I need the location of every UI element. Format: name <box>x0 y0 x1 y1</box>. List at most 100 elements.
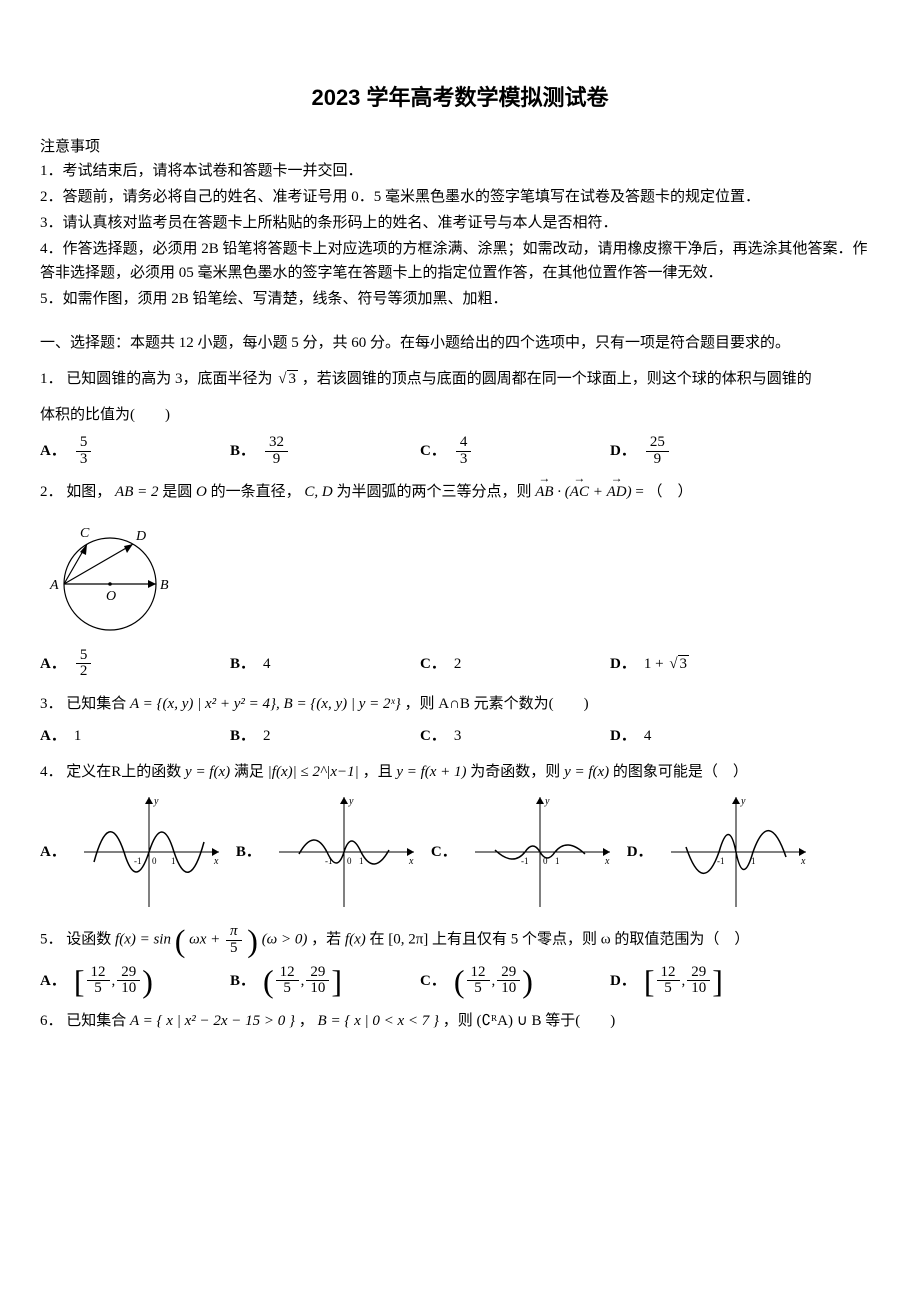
q2-text-d: 为半圆弧的两个三等分点，则 <box>336 484 535 500</box>
page-title: 2023 学年高考数学模拟测试卷 <box>40 80 880 115</box>
q4-text-e: 的图象可能是（ ） <box>613 764 748 780</box>
fraction-icon: 2910 <box>117 965 140 998</box>
option-label: A． <box>40 724 66 748</box>
q6-text-c: ，则 (∁ᴿA) ∪ B 等于( ) <box>443 1013 616 1029</box>
fraction-icon: 125 <box>657 965 680 998</box>
q5-num: 5． <box>40 932 63 948</box>
q1-num: 1． <box>40 371 63 387</box>
fraction-icon: 125 <box>87 965 110 998</box>
q3-num: 3． <box>40 696 63 712</box>
svg-text:1: 1 <box>359 856 364 866</box>
left-paren-icon: ( <box>175 922 186 958</box>
question-2: 2． 如图， AB = 2 是圆 O 的一条直径， C, D 为半圆弧的两个三等… <box>40 480 880 504</box>
q2-figure: A B C D O <box>40 512 880 640</box>
q2-text-e: = （ ） <box>635 484 692 500</box>
q5-fn: f(x) = sin <box>115 932 171 948</box>
comma: , <box>301 969 305 993</box>
option-label: B． <box>236 840 261 864</box>
q2-option-a[interactable]: A． 52 <box>40 648 230 681</box>
graph-b-icon: -101 xy <box>269 792 419 912</box>
svg-text:y: y <box>544 796 550 807</box>
notice-item-5: 5．如需作图，须用 2B 铅笔绘、写清楚，线条、符号等须加黑、加粗． <box>40 287 880 311</box>
q3-b: 2 <box>263 724 271 748</box>
svg-text:-1: -1 <box>717 856 725 866</box>
q3-c: 3 <box>454 724 462 748</box>
q2-d: 1 + 3 <box>644 652 689 676</box>
left-bracket-sq-icon: [ <box>644 965 655 997</box>
svg-text:-1: -1 <box>325 856 333 866</box>
q3-a: 1 <box>74 724 82 748</box>
svg-text:x: x <box>213 856 219 867</box>
q4-option-c[interactable]: C． -101 xy <box>431 792 615 912</box>
svg-text:x: x <box>604 856 610 867</box>
q3-option-a[interactable]: A． 1 <box>40 724 230 748</box>
question-4: 4． 定义在R上的函数 y = f(x) 满足 |f(x)| ≤ 2^|x−1|… <box>40 760 880 784</box>
q3-d: 4 <box>644 724 652 748</box>
fraction-icon: π5 <box>226 924 242 957</box>
q1-option-c[interactable]: C． 43 <box>420 435 610 468</box>
q1-option-b[interactable]: B． 329 <box>230 435 420 468</box>
q1-text-b: ，若该圆锥的顶点与底面的圆周都在同一个球面上，则这个球的体积与圆锥的 <box>302 371 812 387</box>
q3-options: A． 1 B． 2 C．3 D．4 <box>40 724 880 748</box>
q5-option-b[interactable]: B． ( 125 , 2910 ] <box>230 965 420 998</box>
svg-text:0: 0 <box>543 856 548 866</box>
q5-options: A． [ 125 , 2910 ) B． ( 125 , 2910 ] C． (… <box>40 965 880 998</box>
option-label: C． <box>420 439 446 463</box>
notice-heading: 注意事项 <box>40 135 880 159</box>
q5-option-c[interactable]: C． ( 125 , 2910 ) <box>420 965 610 998</box>
q6-num: 6． <box>40 1013 63 1029</box>
q1-option-a[interactable]: A． 53 <box>40 435 230 468</box>
q2-num: 2． <box>40 484 63 500</box>
q4-option-d[interactable]: D． -11 xy <box>627 792 811 912</box>
q2-option-b[interactable]: B．4 <box>230 648 420 681</box>
q5-option-d[interactable]: D． [ 125 , 2910 ] <box>610 965 800 998</box>
q2-options: A． 52 B．4 C．2 D．1 + 3 <box>40 648 880 681</box>
q5-fx: f(x) <box>345 932 366 948</box>
q4-option-b[interactable]: B． -101 xy <box>236 792 419 912</box>
notice-item-1: 1．考试结束后，请将本试卷和答题卡一并交回． <box>40 159 880 183</box>
graph-d-icon: -11 xy <box>661 792 811 912</box>
svg-text:1: 1 <box>751 856 756 866</box>
fraction-icon: 43 <box>456 435 472 468</box>
fraction-icon: 2910 <box>687 965 710 998</box>
sqrt3-icon: 3 <box>276 367 298 391</box>
svg-text:0: 0 <box>347 856 352 866</box>
q6-text-b: ， <box>299 1013 318 1029</box>
question-1: 1． 已知圆锥的高为 3，底面半径为 3 ，若该圆锥的顶点与底面的圆周都在同一个… <box>40 367 880 391</box>
q4-text-d: 为奇函数，则 <box>470 764 560 780</box>
left-paren-icon: ( <box>454 965 465 997</box>
right-bracket-sq-icon: ] <box>712 965 723 997</box>
notice-item-4: 4．作答选择题，必须用 2B 铅笔将答题卡上对应选项的方框涂满、涂黑；如需改动，… <box>40 237 880 285</box>
q4-text-c: ，且 <box>363 764 393 780</box>
option-label: A． <box>40 969 66 993</box>
comma: , <box>682 969 686 993</box>
q1-option-d[interactable]: D． 259 <box>610 435 800 468</box>
q4-option-a[interactable]: A． -101 xy <box>40 792 224 912</box>
q3-option-b[interactable]: B． 2 <box>230 724 420 748</box>
q5-arg-l: ωx + <box>189 932 224 948</box>
svg-text:B: B <box>160 578 169 593</box>
q3-sets: A = {(x, y) | x² + y² = 4}, B = {(x, y) … <box>130 696 401 712</box>
q2-ab2: AB = 2 <box>115 484 158 500</box>
q2-option-d[interactable]: D．1 + 3 <box>610 648 800 681</box>
q4-text-b: 满足 <box>234 764 264 780</box>
q3-option-d[interactable]: D．4 <box>610 724 800 748</box>
svg-text:D: D <box>135 529 146 544</box>
q2-b: 4 <box>263 652 271 676</box>
option-label: A． <box>40 439 66 463</box>
comma: , <box>492 969 496 993</box>
q3-option-c[interactable]: C．3 <box>420 724 610 748</box>
q2-text-b: 是圆 <box>162 484 196 500</box>
q5-cond: (ω > 0) <box>262 932 308 948</box>
svg-text:1: 1 <box>171 856 176 866</box>
option-label: C． <box>420 969 446 993</box>
q5-text-c: 在 [0, 2π] 上有且仅有 5 个零点，则 ω 的取值范围为（ ） <box>369 932 749 948</box>
notice-item-3: 3．请认真核对监考员在答题卡上所粘贴的条形码上的姓名、准考证号与本人是否相符． <box>40 211 880 235</box>
q6-text-a: 已知集合 <box>66 1013 130 1029</box>
q2-vector-expr: AB · (AC + AD) <box>535 484 631 500</box>
q5-option-a[interactable]: A． [ 125 , 2910 ) <box>40 965 230 998</box>
option-label: C． <box>431 840 457 864</box>
fraction-icon: 329 <box>265 435 288 468</box>
q2-option-c[interactable]: C．2 <box>420 648 610 681</box>
option-label: B． <box>230 724 255 748</box>
